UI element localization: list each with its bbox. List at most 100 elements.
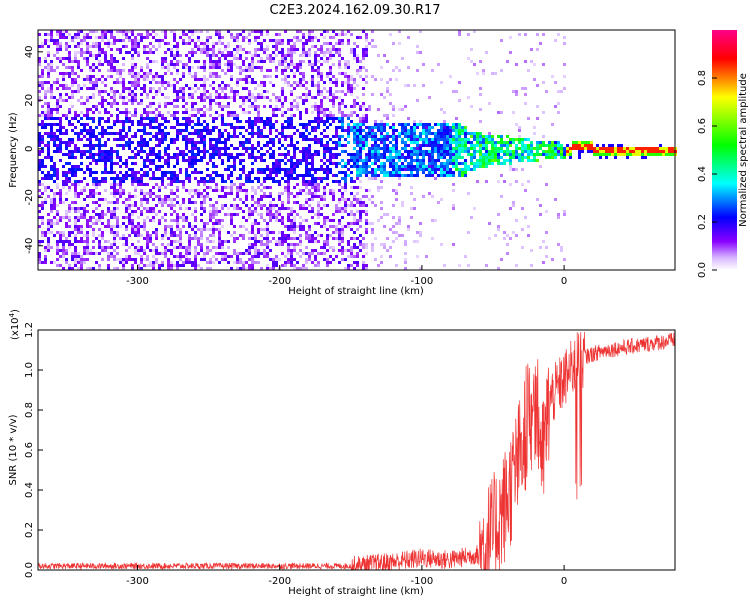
heatmap-cell xyxy=(410,150,413,153)
heatmap-cell xyxy=(134,234,137,237)
heatmap-cell xyxy=(389,150,392,153)
heatmap-cell xyxy=(134,108,137,111)
heatmap-cell xyxy=(92,111,95,114)
heatmap-cell xyxy=(200,30,203,33)
heatmap-cell xyxy=(179,264,182,267)
heatmap-cell xyxy=(113,57,116,60)
heatmap-cell xyxy=(116,132,119,135)
heatmap-cell xyxy=(101,177,104,180)
heatmap-cell xyxy=(188,138,191,141)
heatmap-cell xyxy=(326,72,329,75)
heatmap-cell xyxy=(227,147,230,150)
heatmap-cell xyxy=(86,237,89,240)
heatmap-cell xyxy=(338,243,341,246)
heatmap-cell xyxy=(383,126,386,129)
heatmap-cell xyxy=(212,51,215,54)
heatmap-cell xyxy=(98,120,101,123)
heatmap-cell xyxy=(248,267,251,270)
heatmap-cell xyxy=(371,156,374,159)
heatmap-cell xyxy=(446,123,449,126)
heatmap-cell xyxy=(395,165,398,168)
heatmap-cell xyxy=(80,150,83,153)
heatmap-cell xyxy=(413,159,416,162)
heatmap-cell xyxy=(188,156,191,159)
heatmap-cell xyxy=(434,162,437,165)
heatmap-cell xyxy=(239,132,242,135)
heatmap-cell xyxy=(224,48,227,51)
heatmap-cell xyxy=(236,33,239,36)
heatmap-cell xyxy=(218,36,221,39)
heatmap-cell xyxy=(131,162,134,165)
heatmap-cell xyxy=(269,201,272,204)
heatmap-cell xyxy=(377,144,380,147)
heatmap-cell xyxy=(266,123,269,126)
heatmap-cell xyxy=(281,69,284,72)
heatmap-cell xyxy=(95,186,98,189)
heatmap-cell xyxy=(143,51,146,54)
heatmap-cell xyxy=(113,96,116,99)
heatmap-cell xyxy=(389,174,392,177)
heatmap-cell xyxy=(155,33,158,36)
heatmap-cell xyxy=(47,111,50,114)
heatmap-cell xyxy=(344,201,347,204)
heatmap-cell xyxy=(320,168,323,171)
heatmap-cell xyxy=(254,39,257,42)
heatmap-cell xyxy=(56,231,59,234)
heatmap-cell xyxy=(122,135,125,138)
heatmap-cell xyxy=(218,153,221,156)
heatmap-cell xyxy=(158,186,161,189)
heatmap-cell xyxy=(338,66,341,69)
heatmap-cell xyxy=(134,147,137,150)
heatmap-cell xyxy=(161,216,164,219)
heatmap-cell xyxy=(212,75,215,78)
heatmap-cell xyxy=(356,57,359,60)
heatmap-cell xyxy=(212,180,215,183)
heatmap-cell xyxy=(170,198,173,201)
heatmap-cell xyxy=(173,240,176,243)
heatmap-cell xyxy=(368,177,371,180)
heatmap-cell xyxy=(131,81,134,84)
heatmap-cell xyxy=(281,144,284,147)
heatmap-cell xyxy=(404,147,407,150)
heatmap-cell xyxy=(113,255,116,258)
heatmap-cell xyxy=(251,225,254,228)
heatmap-cell xyxy=(134,261,137,264)
heatmap-cell xyxy=(149,261,152,264)
heatmap-cell xyxy=(296,237,299,240)
heatmap-cell xyxy=(74,78,77,81)
heatmap-cell xyxy=(281,219,284,222)
heatmap-cell xyxy=(434,165,437,168)
heatmap-cell xyxy=(137,267,140,270)
heatmap-cell xyxy=(239,267,242,270)
heatmap-cell xyxy=(233,90,236,93)
heatmap-cell xyxy=(173,141,176,144)
heatmap-cell xyxy=(449,126,452,129)
heatmap-cell xyxy=(365,174,368,177)
heatmap-cell xyxy=(359,219,362,222)
heatmap-cell xyxy=(332,195,335,198)
heatmap-cell xyxy=(221,81,224,84)
heatmap-cell xyxy=(284,156,287,159)
heatmap-cell xyxy=(266,150,269,153)
heatmap-cell xyxy=(134,87,137,90)
heatmap-cell xyxy=(308,123,311,126)
heatmap-cell xyxy=(89,126,92,129)
heatmap-cell xyxy=(152,210,155,213)
heatmap-cell xyxy=(278,147,281,150)
heatmap-cell xyxy=(431,144,434,147)
heatmap-cell xyxy=(119,159,122,162)
heatmap-cell xyxy=(146,123,149,126)
heatmap-cell xyxy=(170,63,173,66)
heatmap-cell xyxy=(191,75,194,78)
heatmap-cell xyxy=(164,36,167,39)
heatmap-cell xyxy=(374,171,377,174)
heatmap-cell xyxy=(467,147,470,150)
heatmap-cell xyxy=(377,138,380,141)
heatmap-cell xyxy=(212,87,215,90)
heatmap-cell xyxy=(101,63,104,66)
heatmap-cell xyxy=(185,261,188,264)
heatmap-cell xyxy=(98,183,101,186)
heatmap-cell xyxy=(113,243,116,246)
heatmap-cell xyxy=(260,81,263,84)
heatmap-cell xyxy=(323,135,326,138)
